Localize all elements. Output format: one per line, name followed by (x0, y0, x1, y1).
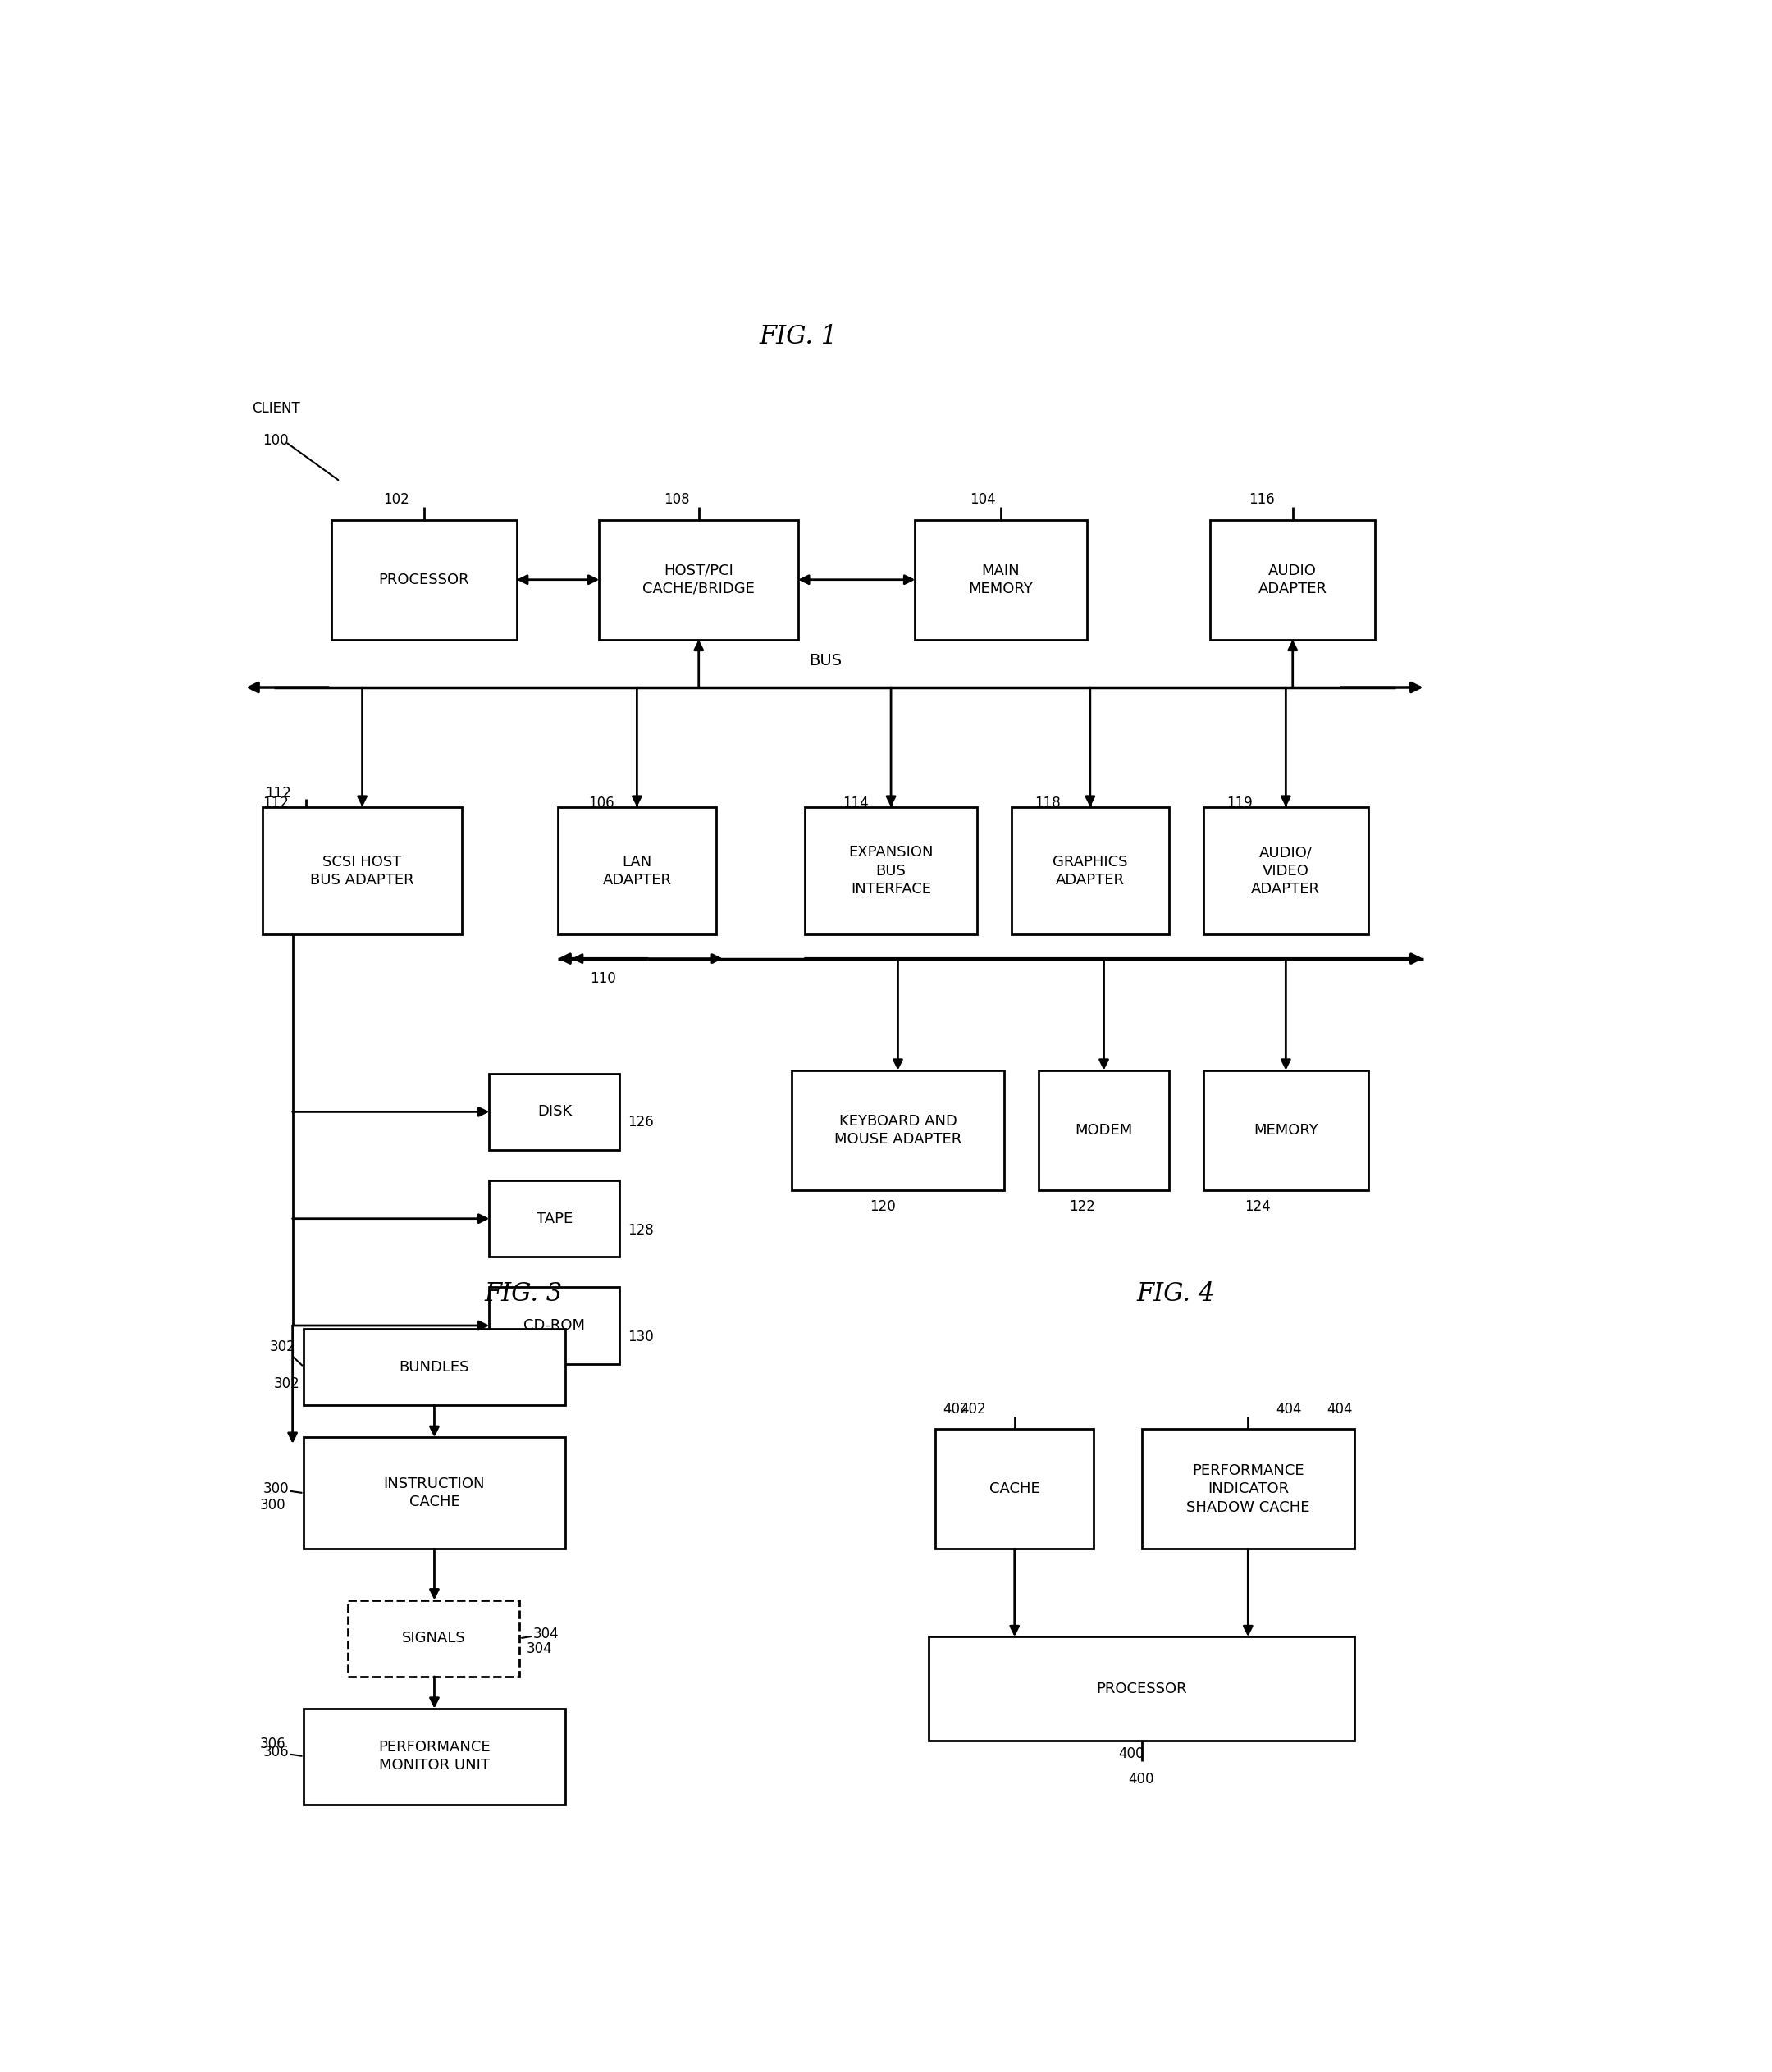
Bar (305, 1438, 565, 1550)
Text: 130: 130 (627, 1330, 654, 1345)
Text: PERFORMANCE
INDICATOR
SHADOW CACHE: PERFORMANCE INDICATOR SHADOW CACHE (1185, 1463, 1310, 1515)
Text: 100: 100 (262, 433, 289, 448)
Text: 108: 108 (664, 493, 689, 508)
Text: PERFORMANCE
MONITOR UNIT: PERFORMANCE MONITOR UNIT (377, 1740, 491, 1774)
Text: 120: 120 (870, 1200, 895, 1214)
Text: GRAPHICS
ADAPTER: GRAPHICS ADAPTER (1053, 854, 1127, 887)
Text: 400: 400 (1129, 1772, 1154, 1786)
Text: 306: 306 (260, 1736, 285, 1751)
Text: 400: 400 (1118, 1747, 1145, 1761)
Text: MEMORY: MEMORY (1253, 1123, 1318, 1138)
Text: 106: 106 (588, 796, 615, 810)
Text: 404: 404 (1327, 1403, 1352, 1417)
Bar (929, 1637, 1354, 1740)
Bar (792, 1071, 1005, 1189)
Text: PROCESSOR: PROCESSOR (1097, 1680, 1187, 1695)
Bar (804, 808, 976, 934)
Text: 404: 404 (1276, 1403, 1302, 1417)
Text: BUNDLES: BUNDLES (399, 1359, 470, 1374)
Text: 112: 112 (266, 785, 292, 800)
Text: CACHE: CACHE (989, 1481, 1040, 1496)
Text: HOST/PCI
CACHE/BRIDGE: HOST/PCI CACHE/BRIDGE (643, 564, 755, 597)
Text: 402: 402 (960, 1403, 987, 1417)
Text: SCSI HOST
BUS ADAPTER: SCSI HOST BUS ADAPTER (310, 854, 415, 887)
Text: 114: 114 (842, 796, 868, 810)
Text: 102: 102 (383, 493, 409, 508)
Bar (1203, 1071, 1368, 1189)
Text: 302: 302 (273, 1376, 299, 1390)
Text: 300: 300 (262, 1481, 301, 1496)
Bar (1038, 1071, 1170, 1189)
Text: 112: 112 (262, 796, 289, 810)
Text: MODEM: MODEM (1076, 1123, 1132, 1138)
Text: INSTRUCTION
CACHE: INSTRUCTION CACHE (385, 1477, 486, 1510)
Bar (1210, 520, 1375, 640)
Text: 300: 300 (260, 1498, 285, 1513)
Text: AUDIO/
VIDEO
ADAPTER: AUDIO/ VIDEO ADAPTER (1251, 845, 1320, 897)
Text: 128: 128 (627, 1222, 654, 1237)
Text: MAIN
MEMORY: MAIN MEMORY (969, 564, 1033, 597)
Text: CD-ROM: CD-ROM (525, 1318, 585, 1332)
Text: 304: 304 (526, 1641, 553, 1656)
Text: 306: 306 (262, 1745, 301, 1759)
Text: FIG. 3: FIG. 3 (484, 1280, 563, 1305)
Bar (936, 1430, 1093, 1550)
Bar (305, 1709, 565, 1805)
Text: TAPE: TAPE (537, 1212, 572, 1227)
Bar (489, 1287, 620, 1363)
Bar (914, 520, 1086, 640)
Bar (262, 808, 462, 934)
Bar (489, 1073, 620, 1150)
Text: 116: 116 (1249, 493, 1274, 508)
Text: KEYBOARD AND
MOUSE ADAPTER: KEYBOARD AND MOUSE ADAPTER (835, 1113, 962, 1146)
Bar (489, 1181, 620, 1258)
Text: PROCESSOR: PROCESSOR (379, 572, 470, 586)
Bar (331, 520, 517, 640)
Text: 104: 104 (969, 493, 996, 508)
Text: 119: 119 (1226, 796, 1253, 810)
Text: 118: 118 (1035, 796, 1060, 810)
Text: SIGNALS: SIGNALS (402, 1631, 466, 1645)
Text: CLIENT: CLIENT (252, 402, 299, 416)
Text: 110: 110 (590, 972, 615, 986)
Text: DISK: DISK (537, 1104, 572, 1119)
Bar (558, 808, 716, 934)
Text: 302: 302 (269, 1341, 303, 1365)
Bar (1203, 808, 1368, 934)
Bar (1141, 1430, 1354, 1550)
Bar (1012, 808, 1170, 934)
Bar (347, 1600, 519, 1676)
Text: AUDIO
ADAPTER: AUDIO ADAPTER (1258, 564, 1327, 597)
Bar (599, 520, 797, 640)
Bar (305, 1328, 565, 1405)
Text: LAN
ADAPTER: LAN ADAPTER (602, 854, 672, 887)
Text: 126: 126 (627, 1115, 654, 1129)
Text: 122: 122 (1069, 1200, 1095, 1214)
Text: BUS: BUS (810, 653, 842, 669)
Text: 402: 402 (943, 1403, 969, 1417)
Text: 124: 124 (1244, 1200, 1271, 1214)
Text: FIG. 1: FIG. 1 (758, 323, 838, 348)
Text: EXPANSION
BUS
INTERFACE: EXPANSION BUS INTERFACE (849, 845, 934, 897)
Text: 304: 304 (521, 1627, 560, 1641)
Text: FIG. 4: FIG. 4 (1138, 1280, 1216, 1305)
